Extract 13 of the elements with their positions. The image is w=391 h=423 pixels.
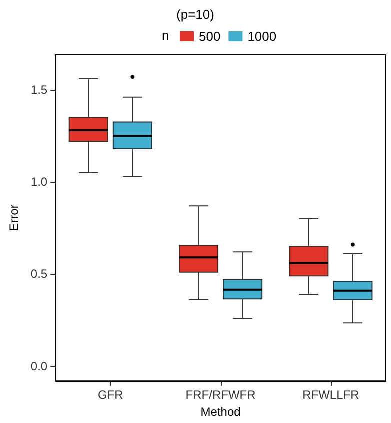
y-tick-label: 0.5 (30, 267, 48, 282)
y-axis-title: Error (7, 204, 21, 232)
x-axis-title: Method (200, 405, 241, 419)
legend-label: 1000 (248, 29, 277, 44)
chart-title: (p=10) (176, 7, 214, 22)
y-tick-label: 1.0 (30, 175, 48, 190)
legend-label: 500 (199, 29, 221, 44)
x-tick-label: FRF/RFWFR (186, 388, 256, 402)
y-tick-label: 0.0 (30, 359, 48, 374)
y-tick-label: 1.5 (30, 83, 48, 98)
x-tick-label: GFR (98, 388, 124, 402)
legend-title: n (162, 28, 170, 43)
x-tick-label: RFWLLFR (302, 388, 360, 402)
